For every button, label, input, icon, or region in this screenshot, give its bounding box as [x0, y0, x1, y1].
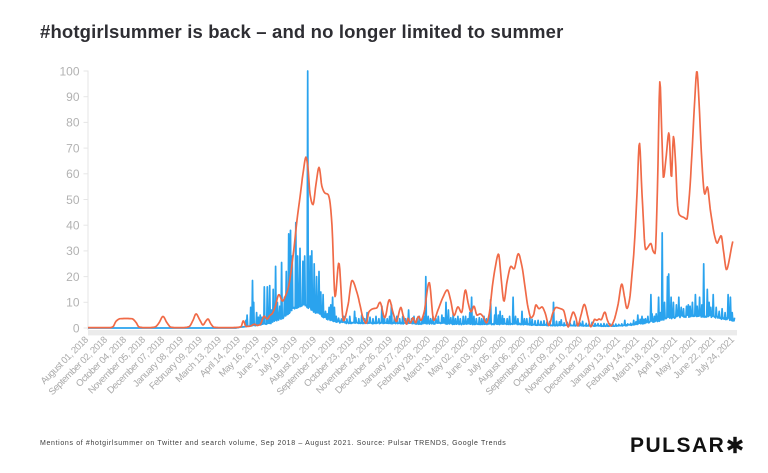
svg-text:50: 50 [66, 193, 80, 207]
svg-text:30: 30 [66, 244, 80, 258]
svg-text:60: 60 [66, 167, 80, 181]
svg-text:40: 40 [66, 219, 80, 233]
svg-text:90: 90 [66, 90, 80, 104]
svg-text:20: 20 [66, 270, 80, 284]
svg-text:100: 100 [59, 64, 79, 78]
svg-text:0: 0 [73, 321, 80, 335]
svg-text:70: 70 [66, 141, 80, 155]
svg-text:10: 10 [66, 296, 80, 310]
svg-text:80: 80 [66, 116, 80, 130]
